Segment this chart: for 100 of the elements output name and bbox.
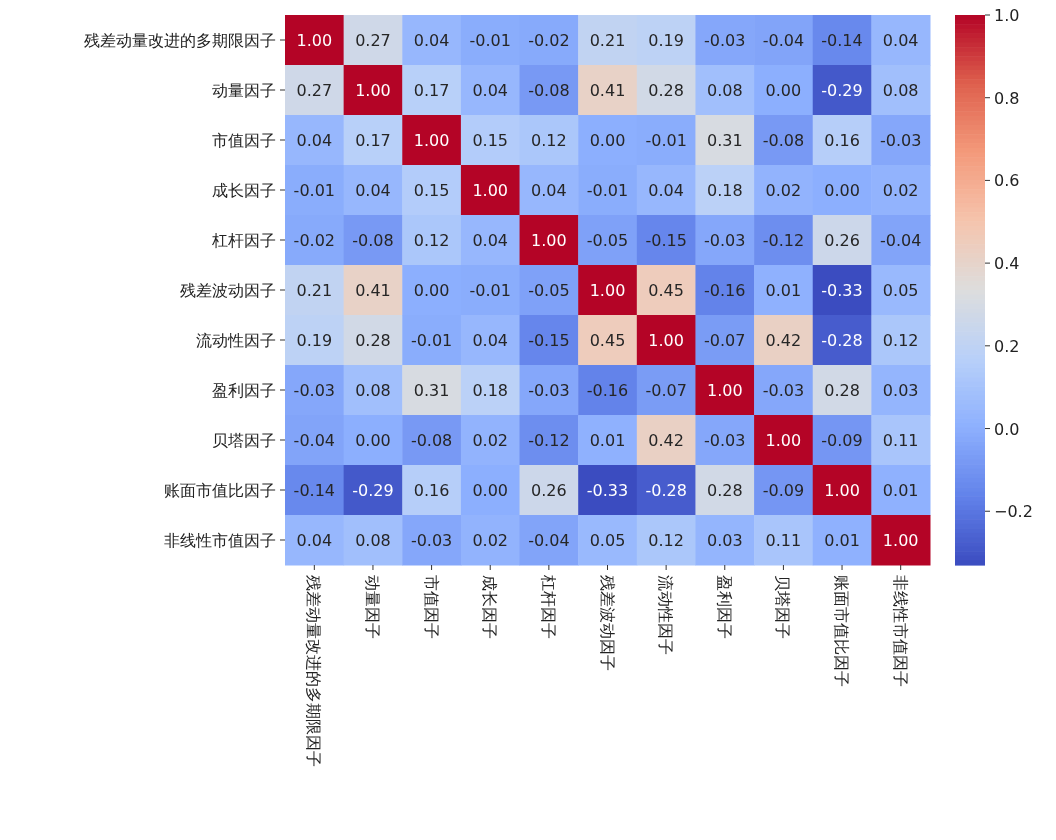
data-label: 0.15: [413, 181, 450, 200]
data-label: 0.18: [472, 381, 509, 400]
data-label: 0.15: [472, 131, 509, 150]
data-label: -0.03: [879, 131, 922, 150]
data-label: 0.08: [355, 531, 391, 550]
data-label: 0.01: [882, 481, 919, 500]
data-label: -0.33: [586, 481, 629, 500]
data-label: 0.01: [824, 531, 860, 550]
color-bar-label: 0.8: [994, 88, 1020, 108]
y-tick-label: 杠杆因子: [211, 231, 276, 250]
data-label: 1.00: [531, 231, 567, 250]
data-label: 0.12: [531, 131, 567, 150]
data-label: 1.00: [296, 31, 333, 50]
data-label: 0.19: [296, 331, 333, 350]
y-tick-label: 动量因子: [212, 81, 276, 100]
x-tick-label: 非线性市值因子: [890, 575, 910, 687]
data-label: 0.00: [355, 431, 391, 450]
data-label: -0.03: [762, 381, 805, 400]
data-label: 0.28: [824, 381, 860, 400]
data-label: 0.00: [472, 481, 509, 500]
y-tick-label: 账面市值比因子: [164, 481, 276, 500]
data-label: 0.03: [706, 531, 743, 550]
data-label: -0.28: [645, 481, 687, 500]
data-label: 0.26: [824, 231, 860, 250]
data-label: -0.08: [410, 431, 453, 450]
x-tick-label: 残差波动因子: [597, 575, 617, 671]
data-label: 0.00: [824, 181, 860, 200]
data-label: -0.01: [586, 181, 629, 200]
data-label: 0.28: [648, 81, 684, 100]
data-label: 0.04: [531, 181, 567, 200]
data-label: -0.03: [293, 381, 336, 400]
data-label: 0.04: [296, 131, 333, 150]
data-label: 0.02: [472, 431, 509, 450]
y-tick-label: 成长因子: [212, 181, 276, 200]
data-label: 0.00: [765, 81, 802, 100]
data-label: 0.18: [706, 181, 743, 200]
data-label: -0.12: [762, 231, 805, 250]
color-bar-label: 1.0: [994, 6, 1020, 25]
data-label: -0.02: [293, 231, 336, 250]
data-label: -0.05: [528, 281, 570, 300]
data-label: 0.04: [648, 181, 684, 200]
x-tick-label: 动量因子: [362, 575, 382, 639]
data-label: -0.05: [586, 231, 629, 250]
data-label: 0.16: [824, 131, 860, 150]
data-label: 0.02: [882, 181, 919, 200]
x-tick-label: 流动性因子: [656, 575, 676, 655]
data-label: 0.00: [589, 131, 626, 150]
data-label: 0.16: [413, 481, 450, 500]
x-tick-label: 成长因子: [480, 575, 500, 639]
data-label: -0.02: [528, 31, 570, 50]
data-label: -0.01: [410, 331, 453, 350]
data-label: -0.04: [293, 431, 336, 450]
data-label: -0.01: [469, 31, 511, 50]
data-label: 0.04: [472, 331, 509, 350]
data-label: -0.16: [704, 281, 746, 300]
data-label: -0.04: [528, 531, 570, 550]
data-label: -0.03: [704, 31, 746, 50]
data-label: 0.08: [882, 81, 919, 100]
data-label: 0.31: [706, 131, 743, 150]
data-label: -0.33: [821, 281, 863, 300]
data-label: 0.04: [472, 81, 509, 100]
data-label: -0.07: [645, 381, 687, 400]
data-label: -0.14: [293, 481, 336, 500]
data-label: -0.14: [821, 31, 863, 50]
data-label: 0.04: [355, 181, 391, 200]
y-tick-label: 残差动量改进的多期限因子: [84, 31, 276, 50]
data-label: -0.16: [586, 381, 629, 400]
data-label: -0.09: [821, 431, 863, 450]
data-label: -0.03: [704, 431, 746, 450]
x-tick-label: 杠杆因子: [538, 574, 558, 639]
data-label: 0.21: [589, 31, 626, 50]
data-label: 0.17: [413, 81, 450, 100]
data-label: 0.12: [648, 531, 684, 550]
data-label: -0.09: [762, 481, 805, 500]
data-label: 0.45: [589, 331, 626, 350]
data-label: 0.02: [472, 531, 509, 550]
data-label: 1.00: [472, 181, 509, 200]
data-label: -0.04: [762, 31, 805, 50]
data-label: 0.28: [355, 331, 391, 350]
data-label: -0.07: [704, 331, 746, 350]
data-label: 0.31: [413, 381, 450, 400]
data-label: -0.29: [821, 81, 863, 100]
data-label: -0.12: [528, 431, 570, 450]
data-label: 1.00: [882, 531, 919, 550]
color-bar-label: 0.6: [994, 171, 1020, 191]
data-label: 1.00: [355, 81, 391, 100]
data-label: 0.01: [589, 431, 626, 450]
y-tick-label: 市值因子: [212, 131, 276, 150]
data-label: -0.03: [410, 531, 453, 550]
data-label: 0.17: [355, 131, 391, 150]
data-label: -0.28: [821, 331, 863, 350]
data-label: 0.45: [648, 281, 684, 300]
data-label: -0.29: [352, 481, 394, 500]
y-tick-label: 贝塔因子: [212, 431, 276, 450]
data-label: 0.21: [296, 281, 333, 300]
data-label: 1.00: [765, 431, 802, 450]
data-label: 0.28: [706, 481, 743, 500]
data-label: 0.05: [589, 531, 626, 550]
x-tick-label: 市值因子: [421, 575, 441, 639]
data-label: 0.04: [882, 31, 919, 50]
